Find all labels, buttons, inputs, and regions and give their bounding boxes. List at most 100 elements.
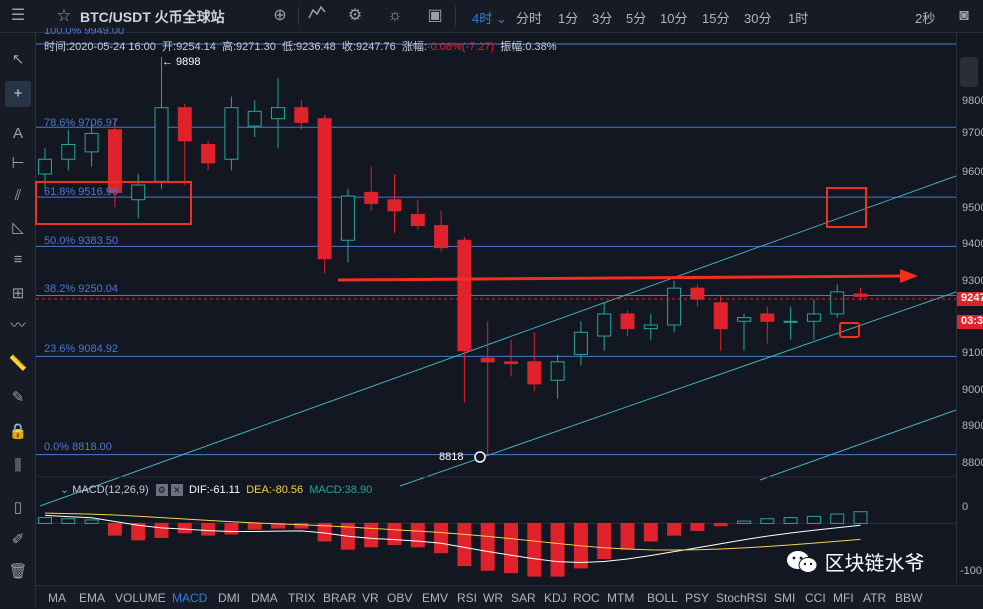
macd-histogram-bar [806,515,821,524]
indicator-stochrsi[interactable]: StochRSI [716,591,767,605]
indicator-dmi[interactable]: DMI [218,591,240,605]
price-axis[interactable]: 9800 9700 9600 9500 9400 9300 9247 03:3 … [956,33,983,583]
symbol-title[interactable]: BTC/USDT 火币全球站 [80,9,225,25]
timeframe-4h[interactable]: 4时 ⌄ [472,11,507,26]
timeframe-tick[interactable]: 分时 [516,11,543,26]
indicator-smi[interactable]: SMI [774,591,796,605]
triangle-tool-icon[interactable]: ◺ [12,219,24,236]
macd-tick: 0 [962,501,969,513]
indicator-mfi[interactable]: MFI [833,591,854,605]
low-marker-label: 8818 [439,451,464,463]
candle-up [224,107,239,160]
indicator-mtm[interactable]: MTM [607,591,635,605]
indicator-obv[interactable]: OBV [387,591,413,605]
info-change-value: -0.08%(-7.27) [426,41,495,53]
watermark-text: 区块链水爷 [824,553,925,575]
macd-histogram-bar [294,522,309,529]
horizontal-line-icon[interactable]: ⊢ [11,155,25,172]
camera-icon[interactable]: ◙ [959,7,969,24]
collapse-chevron-icon[interactable]: ⌄ [60,484,70,496]
candle-up [643,324,658,330]
top-toolbar: ☰ ☆ BTC/USDT 火币全球站 ⊕ ⚙ ☼ ▣ 4时 ⌄ 分时 1分 3分… [0,0,983,33]
macd-histogram-bar [247,522,262,530]
macd-settings-icon[interactable]: ⚙ [155,484,168,496]
candle-up [737,317,751,322]
indicator-brar[interactable]: BRAR [323,591,357,605]
indicator-roc[interactable]: ROC [573,591,600,605]
parallel-channel-icon[interactable]: ⫽ [14,187,22,204]
candle-down [690,287,705,300]
red-arrow-line [337,274,901,282]
indicator-emv[interactable]: EMV [422,591,449,605]
timeframe-1h[interactable]: 1时 [788,11,809,26]
refresh-interval[interactable]: 2秒 [915,11,936,26]
fibonacci-icon[interactable]: ≡ [13,251,23,268]
crosshair-icon[interactable]: + [5,81,31,107]
candle-down [387,199,402,212]
fib-label-236: 23.6% 9084.92 [44,343,119,355]
clipboard-icon[interactable]: ▯ [13,499,23,516]
timeframe-15m[interactable]: 15分 [702,11,730,26]
timeframe-3m[interactable]: 3分 [592,11,613,26]
fib-label-382: 38.2% 9250.04 [44,283,119,295]
screenshot-icon[interactable]: ▣ [427,7,443,24]
macd-histogram-bar [84,519,99,524]
trash-icon[interactable]: 🗑 [8,563,28,580]
indicator-atr[interactable]: ATR [863,591,887,605]
menu-icon[interactable]: ☰ [10,7,26,24]
channel-extra-line [759,409,957,481]
indicator-macd[interactable]: MACD [172,591,208,605]
timeframe-30m[interactable]: 30分 [744,11,772,26]
grid-tool-icon[interactable]: ⊞ [11,285,25,302]
pen-brush-icon[interactable]: ✎ [11,389,25,406]
candle-down [480,357,495,363]
indicator-ema[interactable]: EMA [79,591,106,605]
macd-histogram-bar [131,522,146,541]
macd-tick: -100 [960,565,983,577]
wave-pattern-icon[interactable]: 〰 [10,317,26,334]
hide-drawings-icon[interactable]: ⫼ [14,457,22,474]
timeframe-5m[interactable]: 5分 [626,11,647,26]
indicator-boll[interactable]: BOLL [647,591,678,605]
macd-close-icon[interactable]: ✕ [170,484,183,496]
timeframe-10m[interactable]: 10分 [660,11,688,26]
macd-histogram-bar [643,522,658,542]
indicator-psy[interactable]: PSY [685,591,710,605]
candle-down [853,293,868,297]
macd-histogram-bar [224,522,239,535]
indicator-vr[interactable]: VR [362,591,379,605]
indicator-sar[interactable]: SAR [511,591,536,605]
indicator-volume[interactable]: VOLUME [115,591,166,605]
cursor-arrow-icon[interactable]: ↖ [11,51,25,68]
indicator-bbw[interactable]: BBW [895,591,923,605]
fib-label-618: 61.8% 9516.96 [44,186,119,198]
high-marker-label: ← 9898 [162,56,201,68]
macd-histogram-bar [853,511,868,524]
theme-sun-icon[interactable]: ☼ [387,7,403,24]
edit-template-icon[interactable]: ✐ [11,531,25,548]
indicator-cci[interactable]: CCI [805,591,826,605]
indicator-dma[interactable]: DMA [251,591,278,605]
macd-histogram-bar [527,522,542,577]
macd-histogram-bar [201,522,216,536]
indicator-rsi[interactable]: RSI [457,591,478,605]
text-tool-icon[interactable]: A [12,125,23,142]
timeframe-1m[interactable]: 1分 [558,11,579,26]
lock-icon[interactable]: 🔒 [8,423,28,440]
chart-type-icon[interactable] [305,4,329,28]
settings-gear-icon[interactable]: ⚙ [347,7,363,24]
favorite-star-icon[interactable]: ☆ [56,6,72,25]
macd-histogram-bar [760,518,775,524]
indicator-trix[interactable]: TRIX [288,591,316,605]
indicator-wr[interactable]: WR [483,591,503,605]
indicator-ma[interactable]: MA [48,591,66,605]
scroll-handle[interactable] [960,57,978,87]
indicator-kdj[interactable]: KDJ [544,591,567,605]
ruler-icon[interactable]: 📏 [8,355,28,372]
macd-histogram-bar [387,522,402,546]
add-compare-icon[interactable]: ⊕ [273,7,287,24]
macd-histogram-bar [504,522,518,574]
price-tick: 9800 [962,95,983,107]
